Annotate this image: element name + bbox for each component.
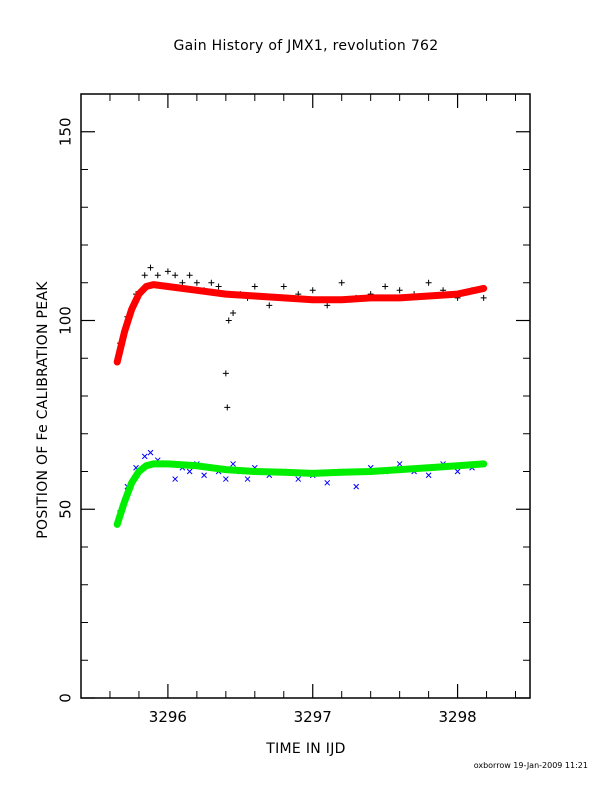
data-point bbox=[224, 404, 231, 411]
data-point bbox=[396, 287, 403, 294]
data-point bbox=[222, 370, 229, 377]
data-point bbox=[222, 476, 229, 482]
data-point bbox=[244, 476, 251, 482]
y-axis-label: POSITION OF Fe CALIBRATION PEAK bbox=[35, 281, 51, 539]
plot-frame bbox=[80, 93, 531, 699]
data-point bbox=[251, 283, 258, 290]
data-point bbox=[396, 461, 403, 467]
data-point bbox=[186, 272, 193, 279]
data-point bbox=[147, 449, 154, 456]
data-point bbox=[480, 294, 487, 301]
y-tick-label: 0 bbox=[57, 693, 75, 703]
axis-ticks bbox=[80, 93, 530, 699]
data-point bbox=[186, 468, 193, 475]
y-tick-label: 50 bbox=[57, 500, 75, 519]
fit-curve bbox=[113, 281, 488, 366]
series-3 bbox=[113, 460, 488, 528]
data-point bbox=[141, 453, 148, 460]
x-tick-label: 3296 bbox=[149, 708, 187, 726]
axis-tick-labels: 0 50 100 150 3296 3297 3298 bbox=[57, 117, 477, 726]
data-point bbox=[280, 283, 287, 290]
series-1 bbox=[117, 449, 487, 516]
data-point bbox=[215, 283, 222, 290]
data-point bbox=[230, 309, 237, 316]
data-point bbox=[382, 283, 389, 290]
data-point bbox=[164, 268, 171, 275]
chart-title: Gain History of JMX1, revolution 762 bbox=[173, 38, 439, 54]
y-tick-label: 100 bbox=[57, 306, 75, 335]
data-point bbox=[154, 272, 161, 279]
data-point bbox=[193, 279, 200, 286]
y-tick-label: 150 bbox=[57, 117, 75, 146]
data-point bbox=[179, 279, 186, 286]
data-point bbox=[225, 317, 232, 324]
data-point bbox=[353, 483, 360, 490]
data-series bbox=[113, 264, 488, 528]
data-point bbox=[172, 476, 178, 482]
data-point bbox=[425, 472, 432, 479]
x-axis-label: TIME IN IJD bbox=[266, 741, 346, 757]
x-tick-label: 3298 bbox=[438, 708, 476, 726]
data-point bbox=[324, 479, 331, 486]
x-tick-label: 3297 bbox=[294, 708, 332, 726]
footer-credit: oxborrow 19-Jan-2009 11:21 bbox=[473, 761, 588, 770]
data-point bbox=[266, 302, 273, 309]
series-2 bbox=[113, 281, 488, 366]
data-point bbox=[295, 476, 302, 482]
data-point bbox=[338, 279, 345, 286]
data-point bbox=[309, 287, 316, 294]
data-point bbox=[425, 279, 432, 286]
data-point bbox=[324, 302, 331, 309]
data-point bbox=[172, 272, 179, 279]
data-point bbox=[141, 272, 148, 279]
fit-curve bbox=[113, 460, 488, 528]
data-point bbox=[147, 264, 154, 271]
data-point bbox=[201, 472, 207, 479]
data-point bbox=[208, 279, 215, 286]
data-point bbox=[454, 468, 461, 475]
data-point bbox=[230, 461, 236, 467]
